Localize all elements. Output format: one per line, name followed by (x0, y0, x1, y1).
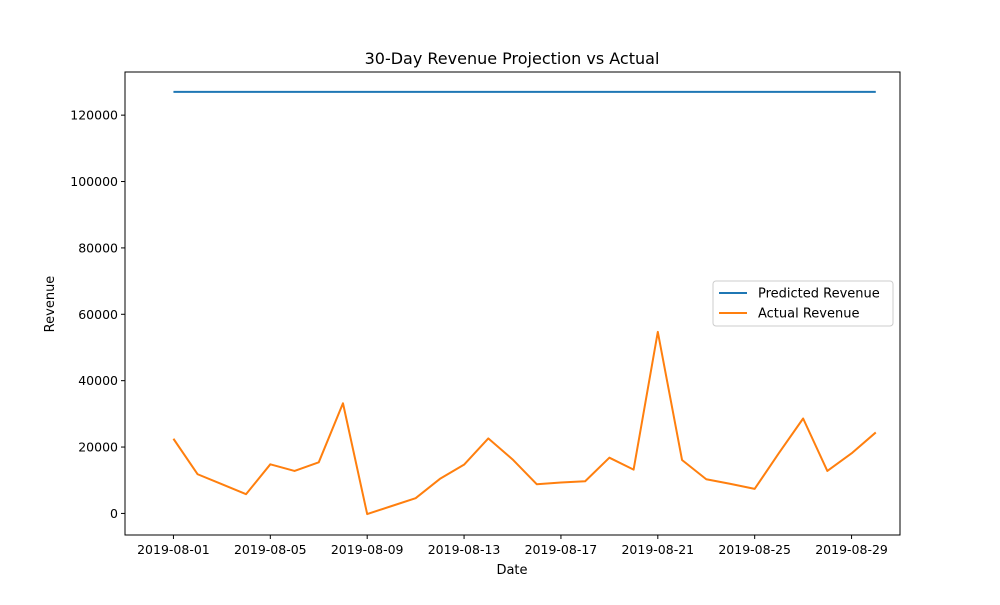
y-tick-label: 60000 (78, 307, 118, 322)
x-tick-label: 2019-08-05 (234, 542, 307, 557)
y-tick-label: 100000 (70, 174, 118, 189)
y-tick-label: 120000 (70, 108, 118, 123)
legend-box (712, 280, 894, 327)
chart-title: 30-Day Revenue Projection vs Actual (365, 49, 660, 68)
x-tick-label: 2019-08-01 (137, 542, 210, 557)
x-tick-label: 2019-08-13 (428, 542, 501, 557)
y-tick-label: 20000 (78, 440, 118, 455)
y-tick-label: 0 (110, 506, 118, 521)
plot-area (172, 90, 877, 516)
series-line-actual-revenue (172, 330, 877, 516)
x-tick-label: 2019-08-17 (525, 542, 598, 557)
x-axis-label: Date (496, 563, 527, 578)
x-tick-label: 2019-08-25 (718, 542, 791, 557)
plot-frame (124, 71, 901, 536)
x-tick-label: 2019-08-09 (331, 542, 404, 557)
y-tick-label: 80000 (78, 240, 118, 255)
x-axis: 2019-08-01 2019-08-05 2019-08-09 2019-08-13… (137, 535, 888, 557)
legend-label: Predicted Revenue (758, 287, 880, 302)
x-tick-label: 2019-08-29 (815, 542, 888, 557)
y-axis: 0 20000 40000 60000 80000 100000 120000 (70, 108, 125, 521)
y-tick-label: 40000 (78, 373, 118, 388)
x-tick-label: 2019-08-21 (621, 542, 694, 557)
legend: Predicted Revenue Actual Revenue (712, 280, 894, 327)
legend-label: Actual Revenue (758, 307, 859, 322)
y-axis-label: Revenue (43, 276, 58, 333)
